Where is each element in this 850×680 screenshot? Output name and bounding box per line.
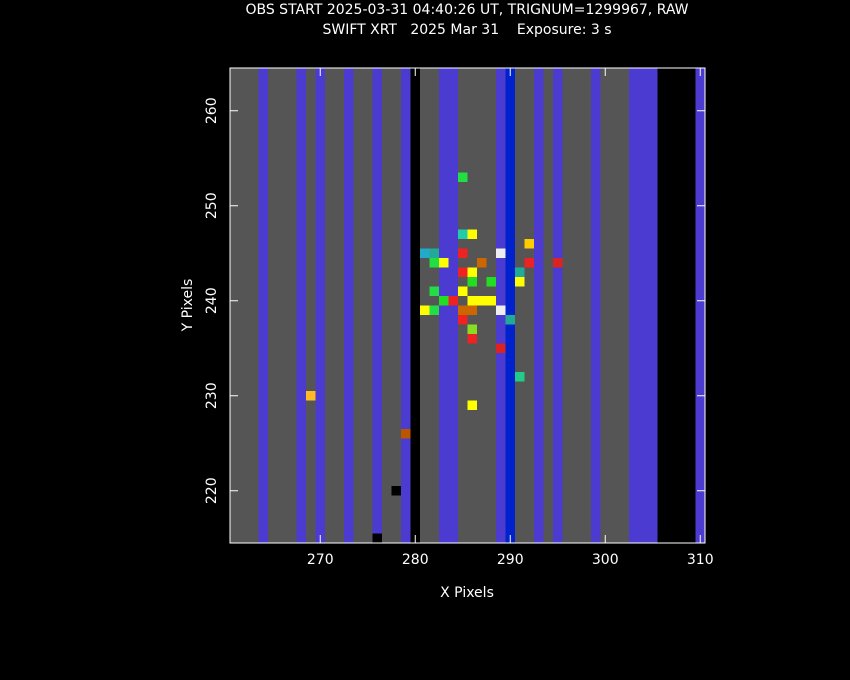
pixel xyxy=(467,296,477,306)
pixel-column xyxy=(391,68,401,543)
pixel xyxy=(306,391,316,401)
pixel xyxy=(524,239,534,249)
pixel-column xyxy=(543,68,553,543)
pixel xyxy=(486,277,496,287)
pixel-column xyxy=(230,68,240,543)
pixel xyxy=(477,258,487,268)
y-tick-label: 220 xyxy=(204,477,220,504)
chart-subtitle: SWIFT XRT 2025 Mar 31 Exposure: 3 s xyxy=(322,22,611,38)
pixel-column xyxy=(619,68,629,543)
x-tick-label: 280 xyxy=(402,552,429,568)
y-tick-label: 260 xyxy=(204,97,220,124)
pixel xyxy=(467,305,477,315)
y-axis-label: Y Pixels xyxy=(180,279,196,333)
pixel xyxy=(467,400,477,410)
pixel-column xyxy=(344,68,354,543)
pixel-column xyxy=(401,68,411,543)
pixel xyxy=(467,229,477,239)
pixel xyxy=(439,296,449,306)
pixel-column xyxy=(382,68,392,543)
pixel-column xyxy=(524,68,534,543)
pixel-column xyxy=(610,68,620,543)
pixel-column xyxy=(638,68,648,543)
pixel-column xyxy=(239,68,249,543)
pixel-column xyxy=(325,68,335,543)
pixel-column xyxy=(572,68,582,543)
pixel-column xyxy=(667,68,677,543)
pixel xyxy=(458,229,468,239)
pixel-column xyxy=(277,68,287,543)
pixel xyxy=(420,305,430,315)
pixel-column xyxy=(249,68,259,543)
pixel xyxy=(515,372,525,382)
pixel xyxy=(439,258,449,268)
pixel xyxy=(420,248,430,258)
pixel xyxy=(458,172,468,182)
pixel xyxy=(496,343,506,353)
pixel-column xyxy=(505,68,515,543)
pixel xyxy=(458,267,468,277)
pixel-column xyxy=(553,68,563,543)
pixel-column xyxy=(657,68,667,543)
pixel xyxy=(401,429,411,439)
pixel xyxy=(496,305,506,315)
pixel-column xyxy=(268,68,278,543)
pixel xyxy=(448,296,458,306)
pixel xyxy=(505,315,515,325)
pixel xyxy=(524,258,534,268)
pixel xyxy=(458,248,468,258)
pixel-column xyxy=(676,68,686,543)
x-tick-label: 290 xyxy=(497,552,524,568)
pixel-column xyxy=(287,68,297,543)
pixel-column xyxy=(372,68,382,543)
pixel-column xyxy=(515,68,525,543)
chart-title: OBS START 2025-03-31 04:40:26 UT, TRIGNU… xyxy=(245,2,688,18)
plot-frame xyxy=(229,67,706,544)
pixel-column xyxy=(629,68,639,543)
pixel xyxy=(467,334,477,344)
pixel xyxy=(429,248,439,258)
y-tick-label: 240 xyxy=(204,287,220,314)
pixel xyxy=(429,258,439,268)
x-tick-label: 300 xyxy=(592,552,619,568)
x-tick-label: 310 xyxy=(687,552,714,568)
x-axis-label: X Pixels xyxy=(440,585,494,601)
pixel xyxy=(477,296,487,306)
pixel xyxy=(429,305,439,315)
pixel xyxy=(458,286,468,296)
pixel xyxy=(467,267,477,277)
pixel xyxy=(486,296,496,306)
pixel-column xyxy=(686,68,696,543)
x-tick-label: 270 xyxy=(307,552,334,568)
pixel xyxy=(467,324,477,334)
pixel xyxy=(515,277,525,287)
pixel-column xyxy=(315,68,325,543)
pixel xyxy=(391,486,401,496)
pixel-column xyxy=(695,68,705,543)
pixel xyxy=(467,277,477,287)
pixel-column xyxy=(562,68,572,543)
pixel xyxy=(458,315,468,325)
pixel-column xyxy=(410,68,420,543)
pixel-column xyxy=(600,68,610,543)
y-tick-label: 250 xyxy=(204,192,220,219)
pixel-column xyxy=(258,68,268,543)
pixel xyxy=(515,267,525,277)
pixel xyxy=(429,286,439,296)
pixel-column xyxy=(648,68,658,543)
pixel-column xyxy=(534,68,544,543)
pixel-column xyxy=(591,68,601,543)
pixel-column xyxy=(581,68,591,543)
y-tick-label: 230 xyxy=(204,382,220,409)
pixel-column xyxy=(363,68,373,543)
pixel xyxy=(458,305,468,315)
pixel xyxy=(372,533,382,543)
pixel-column xyxy=(296,68,306,543)
pixel xyxy=(496,248,506,258)
pixel-column xyxy=(353,68,363,543)
pixel-column xyxy=(306,68,316,543)
pixel-column xyxy=(334,68,344,543)
pixel xyxy=(553,258,563,268)
